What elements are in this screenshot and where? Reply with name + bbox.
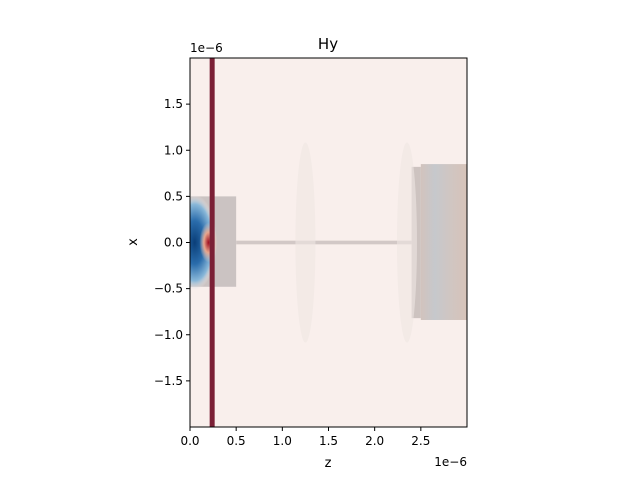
x-tick-label: 2.5 bbox=[411, 434, 430, 448]
region-thin-connecting-waveguide bbox=[236, 240, 412, 245]
y-tick-label: 1.0 bbox=[164, 143, 183, 157]
y-tick-label: 0.0 bbox=[164, 236, 183, 250]
x-tick-label: 0.5 bbox=[227, 434, 246, 448]
y-tick-label: −1.0 bbox=[154, 328, 183, 342]
x-offset-label: 1e−6 bbox=[434, 455, 467, 469]
x-axis: 0.0 0.5 1.0 1.5 2.0 2.5 bbox=[180, 427, 430, 448]
y-axis-label: x bbox=[126, 238, 141, 246]
region-output-block-right bbox=[420, 164, 467, 320]
field-red-core bbox=[199, 222, 218, 263]
field-ghost-2 bbox=[396, 142, 417, 343]
x-tick-label: 1.5 bbox=[319, 434, 338, 448]
y-tick-label: −1.5 bbox=[154, 374, 183, 388]
source-line bbox=[209, 58, 215, 427]
x-tick-label: 1.0 bbox=[273, 434, 292, 448]
y-offset-label: 1e−6 bbox=[190, 41, 223, 55]
x-axis-label: z bbox=[325, 456, 332, 471]
plot-area bbox=[190, 58, 467, 427]
y-tick-label: 1.5 bbox=[164, 97, 183, 111]
y-axis: 1.5 1.0 0.5 0.0 −0.5 −1.0 −1.5 bbox=[154, 97, 190, 388]
x-tick-label: 2.0 bbox=[365, 434, 384, 448]
chart-title: Hy bbox=[318, 35, 338, 53]
field-ghost-1 bbox=[295, 142, 316, 343]
x-tick-label: 0.0 bbox=[180, 434, 199, 448]
y-tick-label: 0.5 bbox=[164, 189, 183, 203]
y-tick-label: −0.5 bbox=[154, 282, 183, 296]
